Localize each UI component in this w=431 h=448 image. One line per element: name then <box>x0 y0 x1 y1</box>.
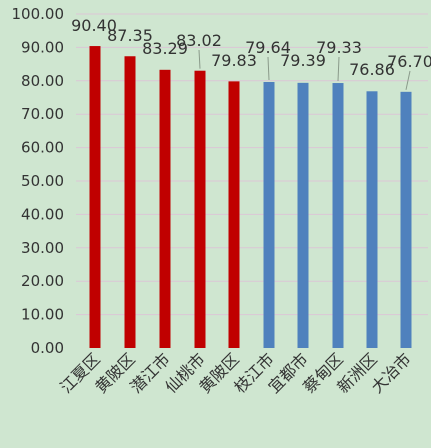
y-tick-label: 60.00 <box>21 139 64 157</box>
y-tick-label: 50.00 <box>21 172 64 190</box>
bar <box>297 82 309 348</box>
bars <box>89 46 412 349</box>
label-leader-line <box>267 56 270 81</box>
label-leader-line <box>337 56 340 82</box>
bar <box>366 91 378 348</box>
y-tick-label: 20.00 <box>21 272 64 290</box>
bar <box>332 83 344 348</box>
label-leader-line <box>405 70 411 90</box>
bar <box>228 81 240 348</box>
y-tick-label: 30.00 <box>21 239 64 257</box>
data-label: 79.39 <box>280 51 326 70</box>
bar <box>159 69 171 348</box>
bar <box>124 56 136 348</box>
label-leader-lines <box>198 49 411 90</box>
data-label: 76.70 <box>387 52 431 71</box>
data-label: 79.64 <box>245 38 291 57</box>
data-label: 79.33 <box>316 38 362 57</box>
y-tick-label: 100.00 <box>12 5 65 23</box>
data-label: 87.35 <box>107 26 153 45</box>
data-label: 90.40 <box>71 16 117 35</box>
label-leader-line <box>198 49 201 69</box>
data-label: 76.86 <box>349 60 395 79</box>
data-label: 79.83 <box>211 51 257 70</box>
data-label: 83.02 <box>176 31 222 50</box>
bar <box>400 91 412 349</box>
y-axis-ticks: 0.00 10.00 20.00 30.00 40.00 50.00 60.00 70.00 8… <box>12 5 65 357</box>
bar <box>89 46 101 349</box>
y-tick-label: 80.00 <box>21 72 64 90</box>
y-tick-label: 10.00 <box>21 306 64 324</box>
data-label: 83.29 <box>142 39 188 58</box>
data-labels: 90.4087.3583.2983.0279.8379.6479.3979.33… <box>71 16 431 79</box>
bar <box>194 70 206 349</box>
x-tick-label: 大冶市 <box>367 349 414 396</box>
y-tick-label: 90.00 <box>21 38 64 56</box>
bar <box>263 82 275 348</box>
y-tick-label: 0.00 <box>31 339 64 357</box>
y-tick-label: 70.00 <box>21 105 64 123</box>
y-tick-label: 40.00 <box>21 205 64 223</box>
